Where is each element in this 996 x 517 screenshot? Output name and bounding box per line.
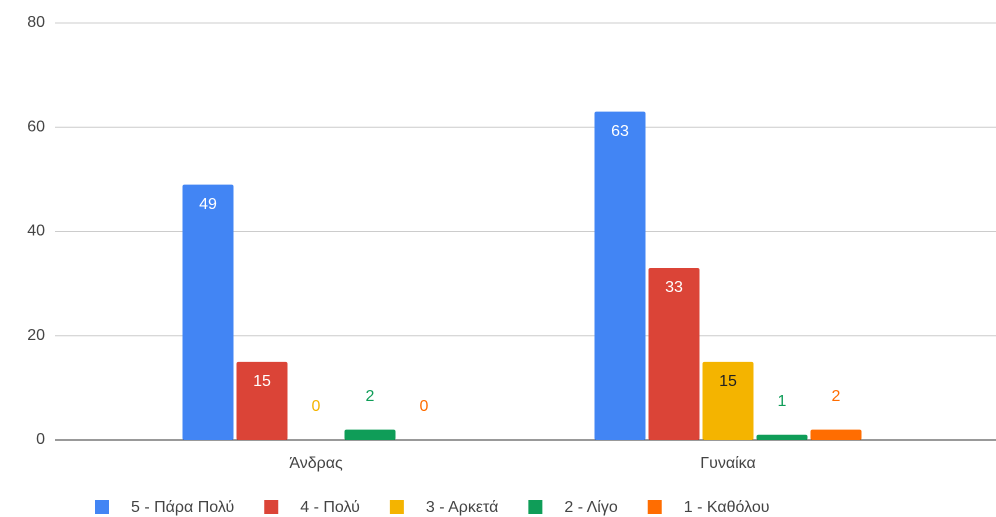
legend-label: 2 - Λίγο	[564, 499, 617, 516]
x-tick-label: Γυναίκα	[700, 455, 755, 472]
data-label: 0	[420, 398, 429, 415]
data-label: 15	[719, 373, 737, 390]
legend-swatch	[528, 500, 543, 514]
legend-swatch	[95, 500, 109, 514]
bar	[344, 429, 396, 440]
data-label: 63	[611, 123, 629, 140]
legend-label: 3 - Αρκετά	[426, 499, 498, 516]
legend-swatch	[389, 500, 404, 514]
data-label: 15	[253, 373, 271, 390]
bar	[648, 267, 700, 440]
bar	[594, 111, 646, 441]
y-tick-label: 40	[27, 223, 45, 240]
data-label: 0	[312, 398, 321, 415]
x-tick-label: Άνδρας	[289, 455, 343, 472]
legend-swatch	[647, 500, 662, 514]
data-label: 49	[199, 196, 217, 213]
legend-label: 5 - Πάρα Πολύ	[131, 499, 234, 516]
bar	[810, 429, 862, 440]
y-tick-label: 80	[27, 14, 45, 31]
y-tick-label: 60	[27, 118, 45, 135]
y-tick-label: 20	[27, 327, 45, 344]
data-label: 1	[778, 393, 787, 410]
bar	[182, 184, 234, 440]
legend-label: 1 - Καθόλου	[684, 499, 770, 516]
data-label: 33	[665, 279, 683, 296]
legend-label: 4 - Πολύ	[300, 499, 360, 516]
bar	[236, 361, 288, 440]
data-label: 2	[832, 388, 841, 405]
data-label: 2	[366, 388, 375, 405]
bar	[756, 434, 808, 440]
legend-swatch	[264, 500, 279, 514]
bar	[702, 361, 754, 440]
y-tick-label: 0	[36, 431, 45, 448]
